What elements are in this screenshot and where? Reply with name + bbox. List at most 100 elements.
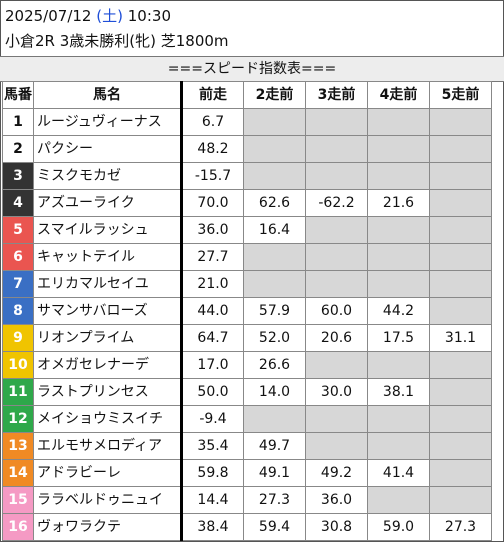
speed-index-cell: [305, 243, 368, 271]
speed-index-cell: 27.7: [181, 243, 244, 271]
horse-number: 11: [2, 378, 34, 406]
race-datetime: 2025/07/12 (土) 10:30: [5, 6, 171, 26]
col-header-number: 馬番: [2, 81, 34, 109]
speed-index-cell: [243, 162, 306, 190]
speed-index-cell: 48.2: [181, 135, 244, 163]
horse-name: エルモサメロディア: [33, 432, 183, 460]
speed-index-cell: 30.8: [305, 513, 368, 541]
speed-index-cell: 57.9: [243, 297, 306, 325]
speed-index-cell: [305, 351, 368, 379]
speed-index-cell: 50.0: [181, 378, 244, 406]
speed-index-cell: 17.5: [367, 324, 430, 352]
horse-number: 4: [2, 189, 34, 217]
speed-index-cell: 21.6: [367, 189, 430, 217]
horse-name: サマンサバローズ: [33, 297, 183, 325]
col-header-last: 前走: [181, 81, 244, 109]
race-info: 小倉2R 3歳未勝利(牝) 芝1800m: [5, 32, 229, 50]
col-header-4th: 4走前: [367, 81, 430, 109]
speed-index-cell: 27.3: [429, 513, 492, 541]
speed-index-cell: 41.4: [367, 459, 430, 487]
speed-index-cell: [243, 243, 306, 271]
speed-index-cell: [367, 108, 430, 136]
race-time: 10:30: [127, 7, 171, 25]
horse-number: 16: [2, 513, 34, 541]
speed-index-cell: 26.6: [243, 351, 306, 379]
race-weekday: 土: [102, 7, 118, 25]
speed-index-cell: [429, 270, 492, 298]
horse-number: 7: [2, 270, 34, 298]
speed-index-cell: [243, 135, 306, 163]
header-row: 馬番 馬名 前走 2走前 3走前 4走前 5走前: [2, 81, 492, 109]
horse-number: 10: [2, 351, 34, 379]
table-row: 2 パクシー 48.2: [2, 135, 492, 163]
speed-index-cell: 35.4: [181, 432, 244, 460]
horse-name: アズユーライク: [33, 189, 183, 217]
speed-index-cell: [305, 108, 368, 136]
speed-index-cell: [367, 486, 430, 514]
speed-index-cell: 14.0: [243, 378, 306, 406]
speed-index-cell: [429, 378, 492, 406]
speed-index-cell: 14.4: [181, 486, 244, 514]
speed-index-cell: [429, 108, 492, 136]
table-row: 6 キャットテイル 27.7: [2, 243, 492, 271]
horse-number: 15: [2, 486, 34, 514]
table-row: 5 スマイルラッシュ 36.0 16.4: [2, 216, 492, 244]
speed-index-cell: [429, 243, 492, 271]
race-date: 2025/07/12: [5, 7, 92, 25]
speed-index-cell: [367, 270, 430, 298]
horse-name: オメガセレナーデ: [33, 351, 183, 379]
col-header-name: 馬名: [33, 81, 183, 109]
horse-name: キャットテイル: [33, 243, 183, 271]
weekday-close: ): [117, 7, 123, 25]
speed-index-cell: [429, 189, 492, 217]
speed-index-cell: [305, 432, 368, 460]
speed-index-cell: 21.0: [181, 270, 244, 298]
speed-index-cell: 44.0: [181, 297, 244, 325]
speed-index-cell: 52.0: [243, 324, 306, 352]
speed-index-cell: 44.2: [367, 297, 430, 325]
horse-name: パクシー: [33, 135, 183, 163]
col-header-5th: 5走前: [429, 81, 492, 109]
table-row: 7 エリカマルセイユ 21.0: [2, 270, 492, 298]
speed-index-cell: -15.7: [181, 162, 244, 190]
table-row: 1 ルージュヴィーナス 6.7: [2, 108, 492, 136]
speed-index-cell: [305, 405, 368, 433]
horse-number: 8: [2, 297, 34, 325]
speed-index-cell: 60.0: [305, 297, 368, 325]
speed-index-cell: 49.1: [243, 459, 306, 487]
speed-index-cell: 27.3: [243, 486, 306, 514]
col-header-3rd: 3走前: [305, 81, 368, 109]
speed-index-cell: 6.7: [181, 108, 244, 136]
speed-index-cell: [429, 162, 492, 190]
speed-index-cell: [305, 135, 368, 163]
horse-number: 6: [2, 243, 34, 271]
table-row: 10 オメガセレナーデ 17.0 26.6: [2, 351, 492, 379]
horse-number: 14: [2, 459, 34, 487]
horse-name: スマイルラッシュ: [33, 216, 183, 244]
table-title: ===スピード指数表===: [0, 56, 504, 82]
speed-index-cell: 59.8: [181, 459, 244, 487]
table-row: 11 ラストプリンセス 50.0 14.0 30.0 38.1: [2, 378, 492, 406]
horse-number: 13: [2, 432, 34, 460]
speed-index-cell: [429, 486, 492, 514]
speed-index-cell: [429, 405, 492, 433]
speed-index-cell: [429, 297, 492, 325]
speed-index-cell: 49.2: [305, 459, 368, 487]
speed-index-cell: 20.6: [305, 324, 368, 352]
horse-name: ルージュヴィーナス: [33, 108, 183, 136]
speed-index-cell: [367, 162, 430, 190]
table-row: 9 リオンプライム 64.7 52.0 20.6 17.5 31.1: [2, 324, 492, 352]
speed-index-cell: 31.1: [429, 324, 492, 352]
speed-index-cell: [367, 432, 430, 460]
speed-index-cell: [305, 216, 368, 244]
speed-index-cell: 17.0: [181, 351, 244, 379]
speed-index-cell: [429, 459, 492, 487]
speed-index-cell: [367, 243, 430, 271]
speed-index-cell: 59.0: [367, 513, 430, 541]
horse-name: アドラビーレ: [33, 459, 183, 487]
table-row: 13 エルモサメロディア 35.4 49.7: [2, 432, 492, 460]
horse-name: リオンプライム: [33, 324, 183, 352]
speed-index-cell: 30.0: [305, 378, 368, 406]
speed-index-cell: 38.1: [367, 378, 430, 406]
speed-index-cell: [243, 108, 306, 136]
